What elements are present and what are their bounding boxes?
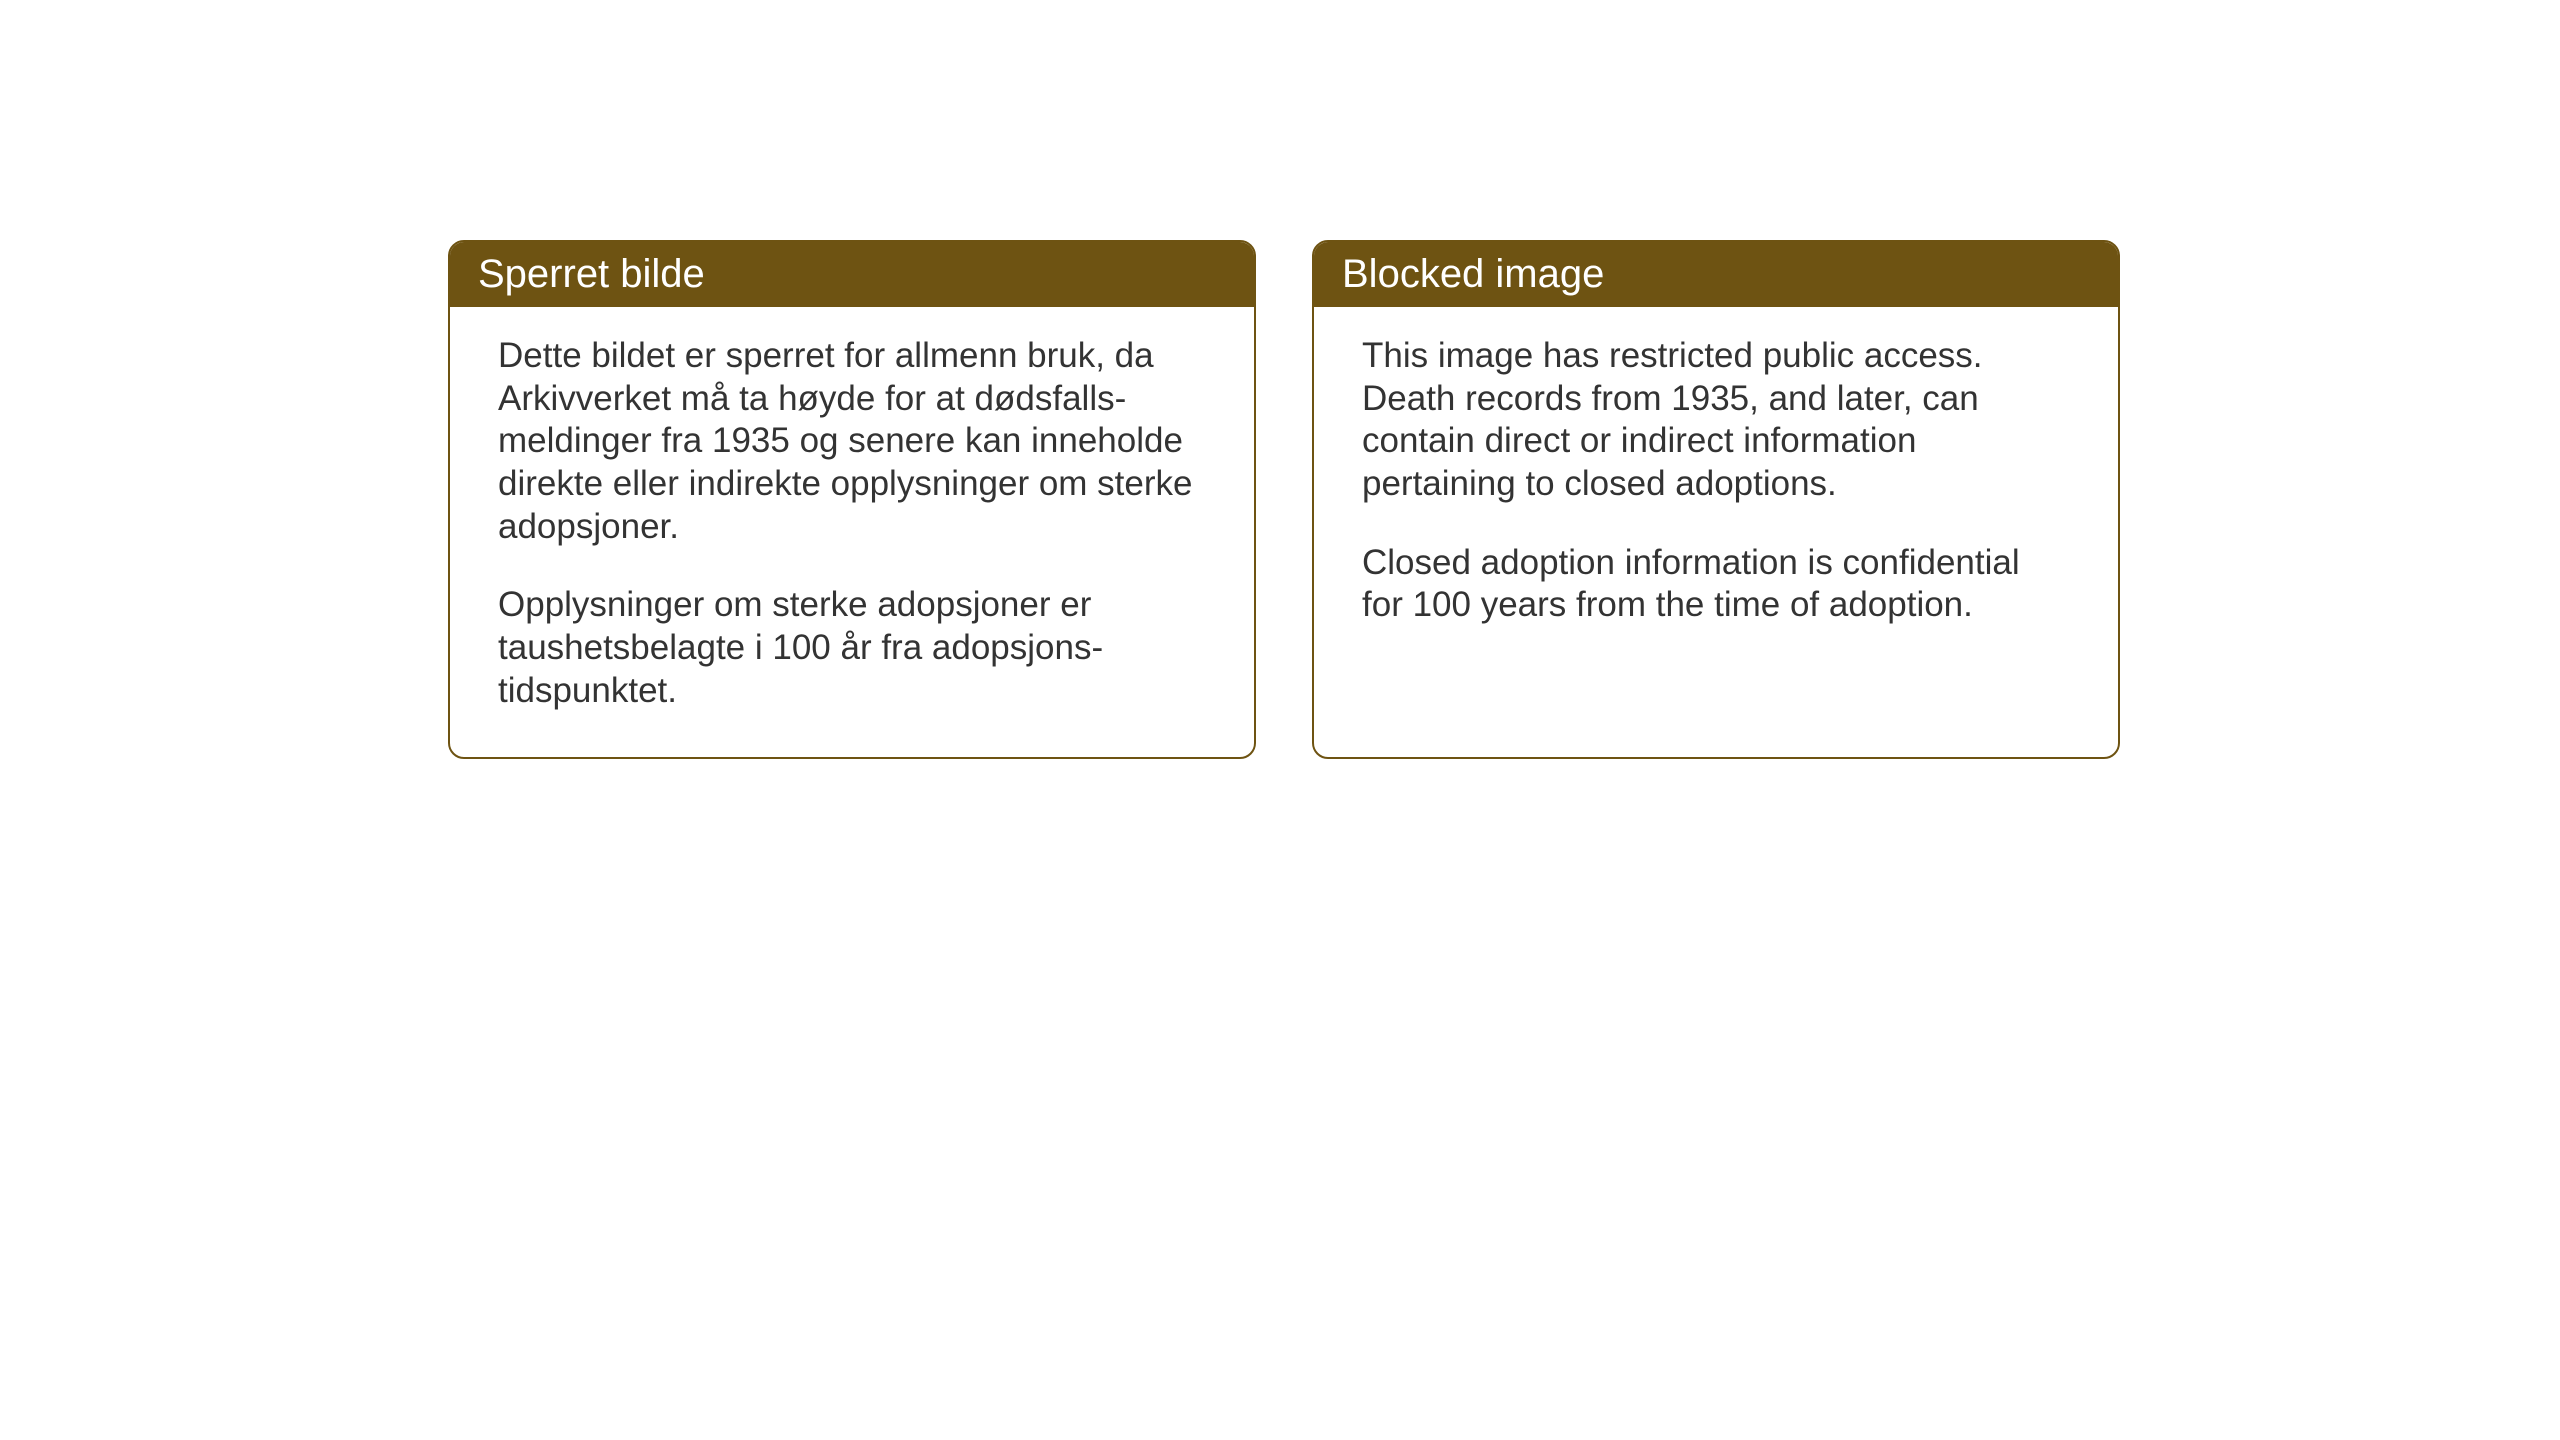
norwegian-card-body: Dette bildet er sperret for allmenn bruk… (450, 307, 1254, 757)
norwegian-card-title: Sperret bilde (450, 242, 1254, 307)
norwegian-info-card: Sperret bilde Dette bildet er sperret fo… (448, 240, 1256, 759)
english-paragraph-2: Closed adoption information is confident… (1362, 542, 2070, 627)
english-card-title: Blocked image (1314, 242, 2118, 307)
english-info-card: Blocked image This image has restricted … (1312, 240, 2120, 759)
norwegian-paragraph-2: Opplysninger om sterke adopsjoner er tau… (498, 584, 1206, 712)
info-cards-container: Sperret bilde Dette bildet er sperret fo… (448, 240, 2120, 759)
norwegian-paragraph-1: Dette bildet er sperret for allmenn bruk… (498, 335, 1206, 548)
english-paragraph-1: This image has restricted public access.… (1362, 335, 2070, 506)
english-card-body: This image has restricted public access.… (1314, 307, 2118, 757)
